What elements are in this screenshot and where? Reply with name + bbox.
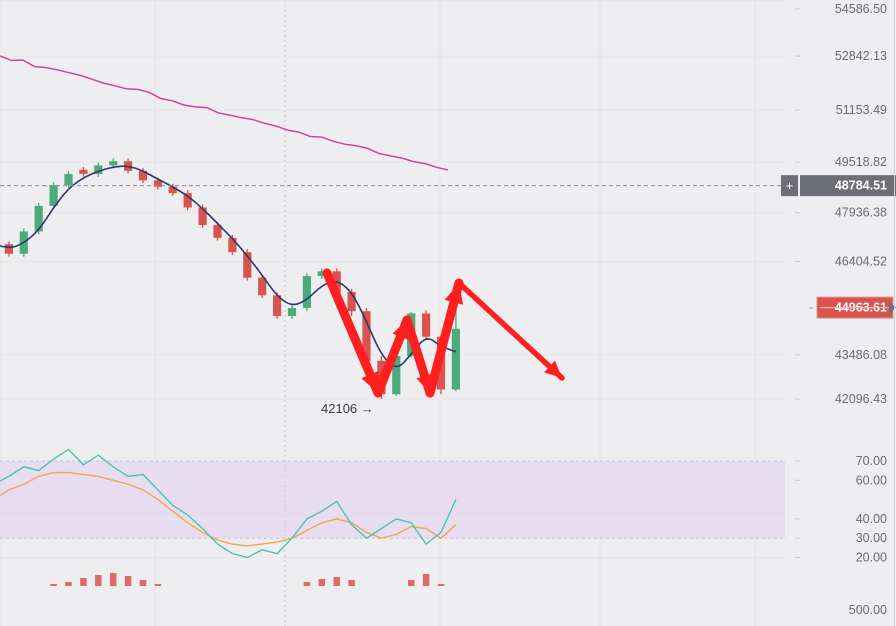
svg-text:48784.51: 48784.51 — [835, 179, 887, 193]
svg-text:49518.82: 49518.82 — [835, 155, 887, 169]
svg-text:52842.13: 52842.13 — [835, 49, 887, 63]
svg-text:43486.08: 43486.08 — [835, 348, 887, 362]
svg-text:46404.52: 46404.52 — [835, 255, 887, 269]
svg-text:42096.43: 42096.43 — [835, 392, 887, 406]
svg-text:42106 →: 42106 → — [321, 401, 374, 416]
svg-text:- - - -: - - - - — [20, 179, 103, 193]
svg-text:70.00: 70.00 — [856, 454, 887, 468]
svg-text:20.00: 20.00 — [856, 551, 887, 565]
svg-text:47936.38: 47936.38 — [835, 206, 887, 220]
svg-text:54586.50: 54586.50 — [835, 2, 887, 16]
svg-text:51153.49: 51153.49 — [836, 103, 887, 117]
svg-text:-: - — [809, 301, 813, 315]
svg-text:+: + — [786, 178, 794, 193]
svg-text:30.00: 30.00 — [856, 531, 887, 545]
svg-text:40.00: 40.00 — [856, 512, 887, 526]
svg-text:60.00: 60.00 — [856, 473, 887, 487]
svg-text:500.00: 500.00 — [849, 603, 887, 617]
